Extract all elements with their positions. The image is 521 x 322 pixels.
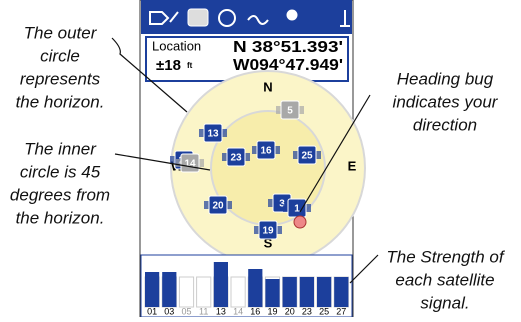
accuracy: ±18 (156, 57, 181, 74)
longitude: W094°47.949' (233, 57, 343, 74)
annotation-line: The Strength of (386, 247, 505, 266)
annotation-line: indicates your (393, 92, 499, 111)
annotation-line: circle (40, 46, 80, 65)
satellite-id: 23 (230, 153, 242, 164)
signal-bar (317, 277, 331, 307)
satellite-id: 1 (294, 204, 300, 215)
signal-label: 03 (164, 306, 174, 316)
compass-e: E (348, 158, 357, 173)
annotation-line: Heading bug (397, 69, 494, 88)
annotation-line: degrees from (10, 185, 110, 204)
accuracy-unit: ft (187, 61, 193, 70)
annotation-line: circle is 45 (20, 162, 101, 181)
signal-bar (145, 272, 159, 307)
signal-label: 25 (319, 306, 329, 316)
signal-label: 13 (216, 306, 226, 316)
annotation-line: signal. (420, 293, 469, 312)
signal-label: 11 (199, 306, 208, 316)
signal-bar (248, 269, 262, 307)
annotation-line: direction (413, 115, 477, 134)
signal-label: 14 (233, 306, 243, 316)
signal-label: 05 (181, 306, 191, 316)
location-label: Location (152, 38, 201, 53)
toolbar (141, 0, 352, 34)
annotation-line: The outer (24, 23, 98, 42)
signal-bar (162, 272, 176, 307)
signal-label: 01 (147, 306, 157, 316)
heading-bug (294, 216, 306, 228)
satellite-id: 14 (184, 159, 196, 170)
signal-bar (300, 277, 314, 307)
satellite-id: 5 (287, 106, 293, 117)
satellite-id: 25 (301, 151, 313, 162)
satellite-id: 16 (260, 146, 272, 157)
signal-bar (265, 279, 279, 307)
compass-n: N (263, 79, 272, 94)
annotation-line: each satellite (395, 270, 494, 289)
signal-label: 23 (302, 306, 312, 316)
annotation-line: the horizon. (16, 208, 105, 227)
satellite-id: 20 (212, 201, 224, 212)
latitude: N 38°51.393' (233, 39, 343, 56)
annotation-line: represents (20, 69, 101, 88)
signal-label: 27 (336, 306, 346, 316)
signal-bar (214, 262, 228, 307)
annotation-line: the horizon. (16, 92, 105, 111)
signal-label: 19 (267, 306, 277, 316)
signal-bar (334, 277, 348, 307)
satellite-id: 13 (207, 129, 219, 140)
signal-label: 16 (250, 306, 260, 316)
screen: Location ±18 ft N 38°51.393' W094°47.949… (0, 0, 521, 317)
satellite-id: 19 (262, 226, 274, 237)
signal-bar (283, 277, 297, 307)
signal-label: 20 (285, 306, 295, 316)
annotation-line: The inner (24, 139, 97, 158)
